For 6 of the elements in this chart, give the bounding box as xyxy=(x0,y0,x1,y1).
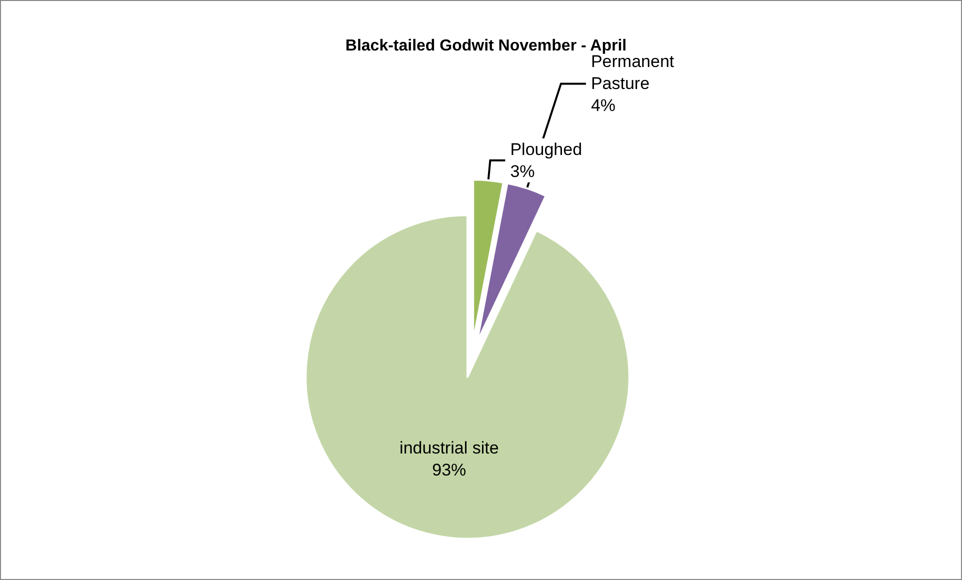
chart-title: Black-tailed Godwit November - April xyxy=(345,38,627,54)
slice-label: Ploughed xyxy=(510,140,582,159)
data-label: 4% xyxy=(590,96,616,116)
data-label: 93% xyxy=(432,460,466,480)
data-label: 3% xyxy=(510,162,535,181)
slice-label: industrial site xyxy=(400,438,499,458)
